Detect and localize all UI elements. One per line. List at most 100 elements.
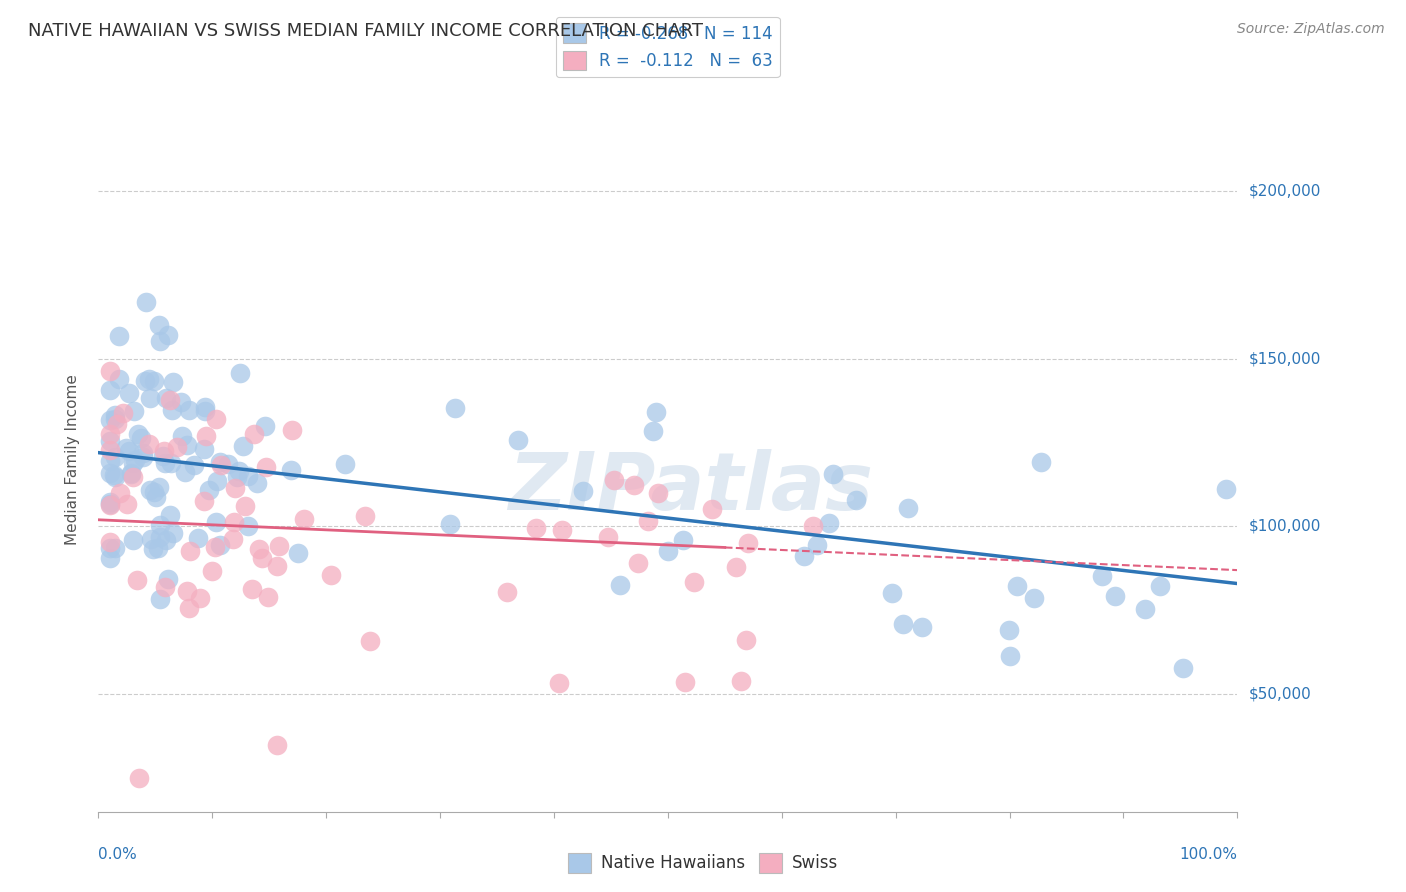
Point bbox=[194, 401, 217, 415]
Point bbox=[122, 456, 145, 470]
Point bbox=[208, 455, 231, 469]
Point bbox=[155, 391, 177, 405]
Point bbox=[1091, 568, 1114, 582]
Point bbox=[103, 468, 125, 483]
Point bbox=[193, 442, 215, 456]
Point bbox=[138, 483, 160, 497]
Point bbox=[911, 619, 934, 633]
Point bbox=[104, 469, 127, 483]
Point bbox=[657, 543, 679, 558]
Point bbox=[1215, 482, 1237, 496]
Point bbox=[98, 426, 121, 441]
Point bbox=[179, 544, 201, 558]
Point bbox=[266, 558, 288, 573]
Point bbox=[204, 540, 226, 554]
Point bbox=[737, 536, 759, 550]
Point bbox=[250, 551, 273, 566]
Point bbox=[673, 675, 696, 690]
Point bbox=[98, 383, 121, 397]
Point bbox=[108, 328, 131, 343]
Point bbox=[208, 538, 231, 552]
Point bbox=[637, 514, 659, 528]
Point bbox=[166, 440, 188, 454]
Point bbox=[598, 530, 620, 544]
Point bbox=[148, 318, 170, 332]
Point bbox=[122, 533, 145, 547]
Point bbox=[266, 738, 288, 752]
Text: $100,000: $100,000 bbox=[1249, 519, 1320, 534]
Point bbox=[891, 616, 914, 631]
Point bbox=[124, 404, 146, 418]
Point bbox=[439, 517, 461, 532]
Text: $50,000: $50,000 bbox=[1249, 687, 1312, 702]
Point bbox=[333, 457, 356, 471]
Text: $200,000: $200,000 bbox=[1249, 184, 1320, 198]
Point bbox=[156, 328, 179, 343]
Point bbox=[143, 374, 166, 388]
Point bbox=[319, 568, 342, 582]
Point bbox=[98, 494, 121, 508]
Point bbox=[187, 532, 209, 546]
Point bbox=[551, 523, 574, 537]
Point bbox=[111, 406, 134, 420]
Text: 100.0%: 100.0% bbox=[1180, 847, 1237, 862]
Point bbox=[280, 463, 302, 477]
Point bbox=[267, 539, 290, 553]
Point bbox=[127, 426, 149, 441]
Point bbox=[162, 403, 184, 417]
Point bbox=[118, 444, 141, 458]
Point bbox=[155, 533, 177, 547]
Point bbox=[734, 633, 756, 648]
Point bbox=[138, 372, 160, 386]
Point bbox=[806, 537, 828, 551]
Point bbox=[609, 577, 631, 591]
Point bbox=[173, 465, 195, 479]
Point bbox=[571, 483, 593, 498]
Point bbox=[98, 413, 121, 427]
Point bbox=[194, 404, 217, 418]
Point bbox=[254, 459, 277, 474]
Point bbox=[104, 408, 127, 422]
Point bbox=[153, 580, 176, 594]
Point bbox=[104, 541, 127, 555]
Point bbox=[135, 294, 157, 309]
Point bbox=[845, 493, 868, 508]
Point bbox=[170, 428, 193, 442]
Point bbox=[238, 469, 260, 483]
Point bbox=[129, 431, 152, 445]
Point bbox=[162, 375, 184, 389]
Point bbox=[162, 525, 184, 540]
Point bbox=[142, 541, 165, 556]
Point bbox=[1022, 591, 1045, 605]
Point bbox=[998, 623, 1021, 637]
Point bbox=[292, 512, 315, 526]
Point bbox=[108, 372, 131, 386]
Legend: Native Hawaiians, Swiss: Native Hawaiians, Swiss bbox=[561, 847, 845, 880]
Point bbox=[222, 515, 245, 529]
Point bbox=[132, 450, 155, 464]
Point bbox=[524, 520, 547, 534]
Point bbox=[149, 334, 172, 348]
Point bbox=[236, 519, 259, 533]
Point bbox=[98, 434, 121, 448]
Point bbox=[114, 441, 136, 455]
Y-axis label: Median Family Income: Median Family Income bbox=[65, 374, 80, 545]
Point bbox=[193, 494, 215, 508]
Point bbox=[98, 551, 121, 566]
Point bbox=[724, 560, 747, 574]
Point bbox=[1171, 661, 1194, 675]
Point bbox=[647, 485, 669, 500]
Point bbox=[671, 533, 693, 547]
Point bbox=[1104, 589, 1126, 603]
Point bbox=[817, 516, 839, 530]
Point bbox=[254, 419, 277, 434]
Point bbox=[104, 412, 127, 426]
Point bbox=[229, 366, 252, 380]
Point bbox=[124, 452, 146, 467]
Text: ZIPatlas: ZIPatlas bbox=[508, 449, 873, 526]
Point bbox=[228, 464, 250, 478]
Point bbox=[496, 585, 519, 599]
Point bbox=[134, 374, 156, 388]
Point bbox=[257, 591, 280, 605]
Point bbox=[98, 454, 121, 468]
